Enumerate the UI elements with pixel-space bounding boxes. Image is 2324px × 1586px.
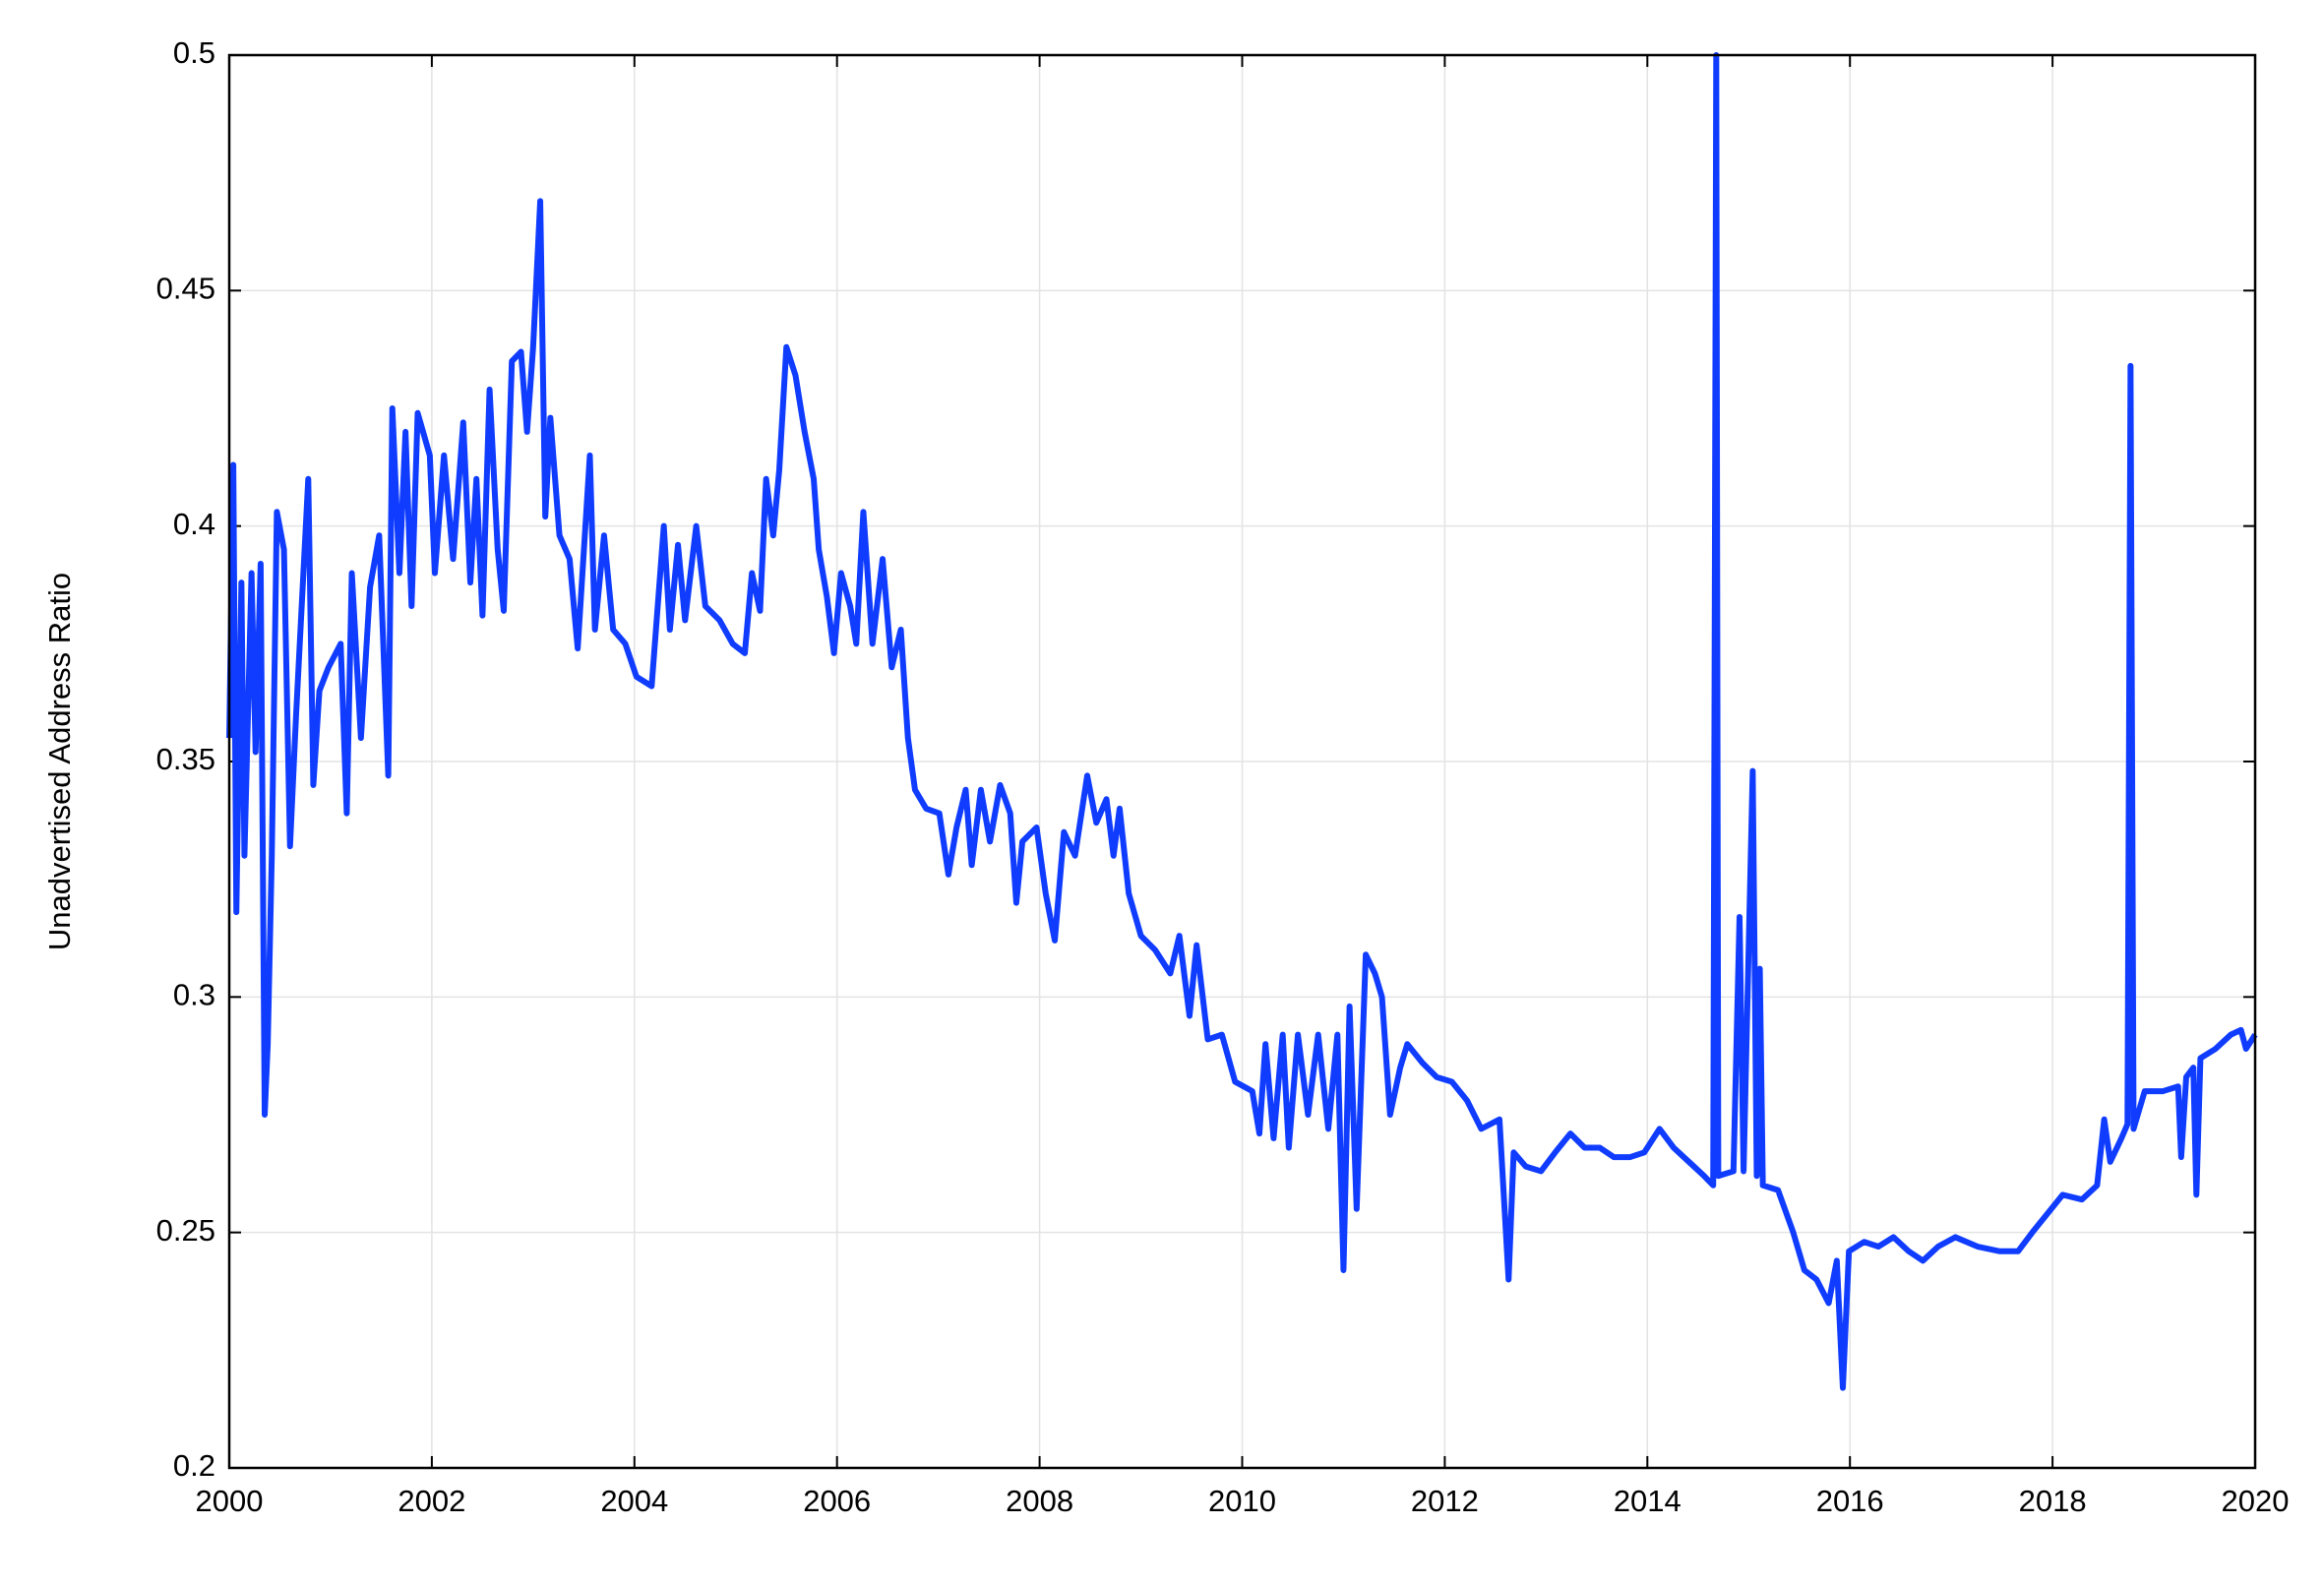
x-tick-label: 2018 — [2019, 1484, 2087, 1518]
y-tick-label: 0.2 — [173, 1448, 215, 1483]
y-tick-label: 0.5 — [173, 35, 215, 70]
x-tick-label: 2002 — [398, 1484, 465, 1518]
x-tick-label: 2008 — [1006, 1484, 1073, 1518]
x-tick-label: 2004 — [600, 1484, 668, 1518]
y-tick-label: 0.35 — [156, 742, 215, 776]
x-tick-label: 2010 — [1208, 1484, 1276, 1518]
x-tick-label: 2000 — [196, 1484, 264, 1518]
data-line — [226, 52, 2258, 1391]
plot-frame — [227, 53, 2257, 1470]
y-tick-label: 0.4 — [173, 507, 215, 541]
y-tick-label: 0.25 — [156, 1213, 215, 1248]
y-tick-label: 0.45 — [156, 272, 215, 306]
x-tick-label: 2020 — [2222, 1484, 2290, 1518]
x-tick-label: 2014 — [1614, 1484, 1682, 1518]
x-tick-label: 2006 — [803, 1484, 871, 1518]
y-tick-label: 0.3 — [173, 978, 215, 1012]
x-tick-label: 2016 — [1816, 1484, 1884, 1518]
y-axis-label: Unadvertised Address Ratio — [42, 573, 77, 950]
x-tick-label: 2012 — [1411, 1484, 1479, 1518]
